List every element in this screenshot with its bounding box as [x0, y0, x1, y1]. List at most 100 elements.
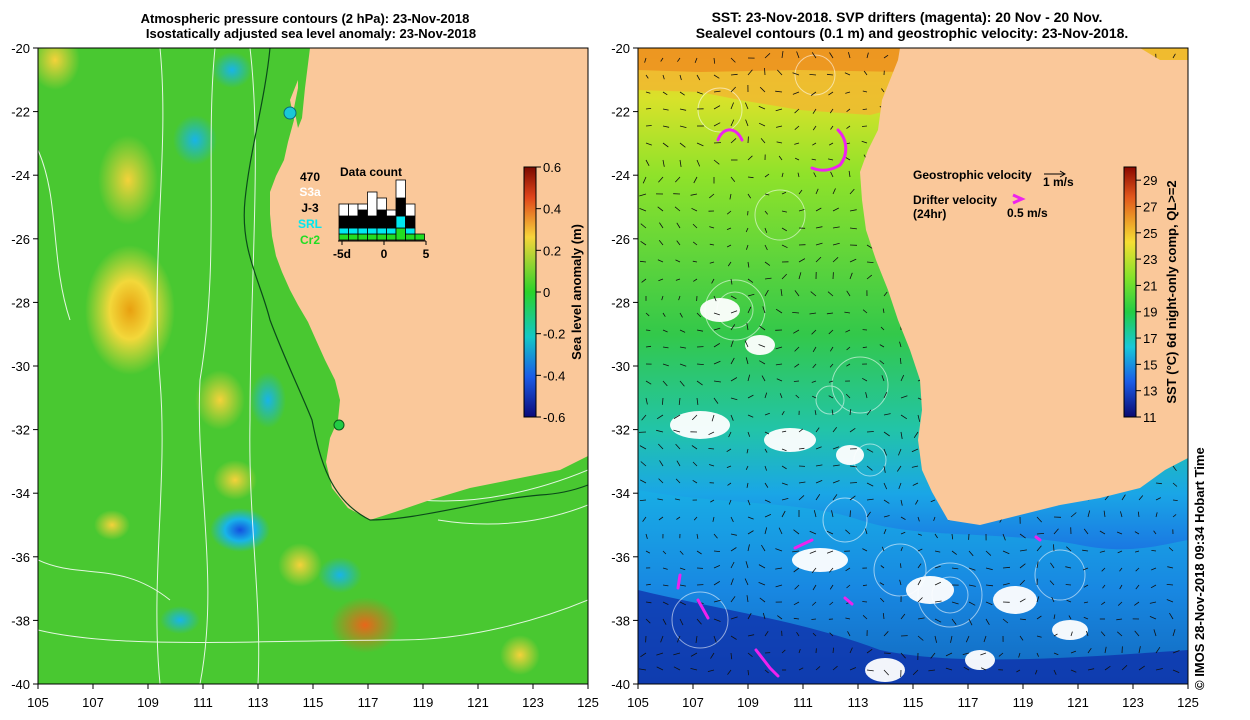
velocity-arrow	[662, 550, 667, 555]
velocity-arrow	[695, 635, 698, 643]
velocity-arrow	[747, 516, 754, 520]
velocity-arrow	[810, 291, 817, 297]
velocity-arrow	[676, 635, 681, 643]
count-bar-cr2	[376, 233, 387, 241]
velocity-arrow	[745, 465, 749, 470]
velocity-arrow	[883, 482, 888, 490]
velocity-arrow	[849, 427, 856, 433]
velocity-arrow	[831, 510, 834, 518]
velocity-arrow	[928, 669, 936, 672]
velocity-arrow	[645, 91, 651, 94]
right-x-tick-label: 123	[1122, 695, 1144, 710]
velocity-arrow	[900, 547, 903, 552]
velocity-arrow	[883, 515, 890, 518]
velocity-arrow	[1121, 494, 1126, 501]
velocity-arrow	[713, 397, 719, 404]
velocity-arrow	[980, 652, 987, 656]
count-bar-srl	[405, 227, 416, 235]
velocity-arrow	[793, 380, 800, 382]
velocity-arrow	[645, 74, 649, 79]
velocity-arrow	[781, 172, 784, 178]
velocity-arrow	[1117, 631, 1123, 637]
velocity-arrow	[709, 226, 715, 229]
velocity-arrow	[968, 601, 976, 606]
velocity-arrow	[730, 397, 738, 401]
velocity-arrow	[1101, 601, 1106, 606]
velocity-arrow	[656, 652, 664, 656]
arrow-head-icon	[1059, 170, 1066, 178]
sst-colorbar-tick-label: 17	[1143, 331, 1157, 346]
velocity-arrow	[747, 374, 751, 382]
velocity-arrow	[862, 377, 868, 382]
velocity-arrow	[793, 529, 800, 535]
velocity-arrow	[1138, 495, 1144, 501]
velocity-arrow	[746, 595, 749, 603]
velocity-arrow	[657, 259, 664, 263]
mission-label: J-3	[301, 201, 319, 215]
velocity-arrow	[764, 392, 768, 399]
velocity-arrow	[830, 171, 834, 178]
velocity-arrow	[844, 156, 851, 161]
velocity-arrow	[815, 226, 823, 229]
velocity-arrow	[832, 207, 839, 212]
velocity-arrow	[764, 527, 768, 535]
velocity-arrow	[641, 414, 647, 421]
velocity-arrow	[811, 601, 817, 606]
velocity-arrow	[746, 482, 749, 488]
velocity-arrow	[747, 613, 752, 620]
velocity-arrow	[645, 142, 652, 146]
velocity-arrow	[879, 582, 885, 586]
velocity-arrow	[662, 125, 670, 128]
left-y-tick-label: -40	[11, 677, 30, 692]
velocity-arrow	[747, 530, 754, 535]
velocity-arrow	[658, 239, 664, 246]
velocity-arrow	[1050, 562, 1055, 569]
velocity-arrow	[658, 278, 664, 282]
velocity-arrow	[730, 561, 735, 569]
velocity-arrow	[764, 173, 770, 178]
velocity-arrow	[745, 357, 749, 365]
data-count-ticks: -5d 0 5	[333, 241, 430, 261]
velocity-arrow	[811, 329, 817, 335]
count-bar-s3a	[395, 179, 406, 199]
velocity-arrow	[696, 397, 699, 405]
sst-colorbar-tick-label: 21	[1143, 278, 1157, 293]
sla-low-anomaly	[212, 52, 252, 88]
velocity-arrow	[811, 618, 817, 620]
velocity-arrow	[810, 91, 817, 96]
velocity-arrow	[747, 394, 754, 399]
velocity-arrow	[792, 72, 800, 76]
velocity-arrow	[1002, 533, 1006, 541]
tide-gauge-marker	[283, 106, 297, 120]
sla-colorbar-tick-label: 0.6	[543, 160, 561, 175]
velocity-arrow	[678, 397, 681, 405]
velocity-arrow	[865, 392, 868, 399]
velocity-arrow	[764, 465, 767, 471]
velocity-arrow	[898, 482, 902, 490]
velocity-arrow	[639, 668, 647, 671]
velocity-arrow	[828, 395, 834, 399]
count-bar-cr2	[405, 233, 416, 241]
velocity-arrow	[813, 510, 817, 518]
velocity-arrow	[849, 510, 851, 518]
velocity-arrow	[1002, 618, 1009, 624]
velocity-arrow	[968, 584, 976, 587]
data-count-tick-label: 0	[381, 247, 388, 261]
velocity-arrow	[813, 172, 817, 178]
velocity-arrow	[678, 295, 681, 301]
velocity-arrow	[917, 579, 922, 586]
sla-colorbar-tick-label: -0.2	[543, 327, 565, 342]
velocity-arrow	[726, 448, 732, 453]
velocity-arrow	[793, 617, 800, 620]
velocity-arrow	[1087, 647, 1092, 654]
velocity-arrow	[1087, 668, 1095, 671]
velocity-arrow	[880, 597, 885, 603]
left-x-tick-label: 113	[248, 695, 269, 710]
velocity-arrow	[696, 74, 701, 81]
velocity-arrow	[727, 482, 732, 486]
velocity-arrow	[985, 567, 993, 571]
velocity-arrow	[844, 72, 851, 76]
velocity-arrow	[968, 550, 974, 557]
velocity-arrow	[1138, 646, 1141, 654]
velocity-arrow	[899, 579, 902, 586]
